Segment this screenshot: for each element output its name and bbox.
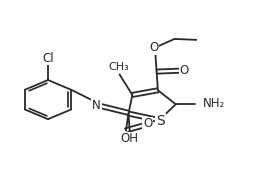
Text: OH: OH bbox=[121, 132, 139, 145]
Text: S: S bbox=[156, 114, 165, 128]
Text: O: O bbox=[149, 41, 159, 54]
Text: O: O bbox=[180, 64, 189, 77]
Text: O: O bbox=[143, 117, 152, 130]
Text: NH₂: NH₂ bbox=[203, 97, 225, 110]
Text: Cl: Cl bbox=[42, 52, 54, 65]
Text: N: N bbox=[92, 99, 101, 112]
Text: CH₃: CH₃ bbox=[108, 62, 129, 72]
